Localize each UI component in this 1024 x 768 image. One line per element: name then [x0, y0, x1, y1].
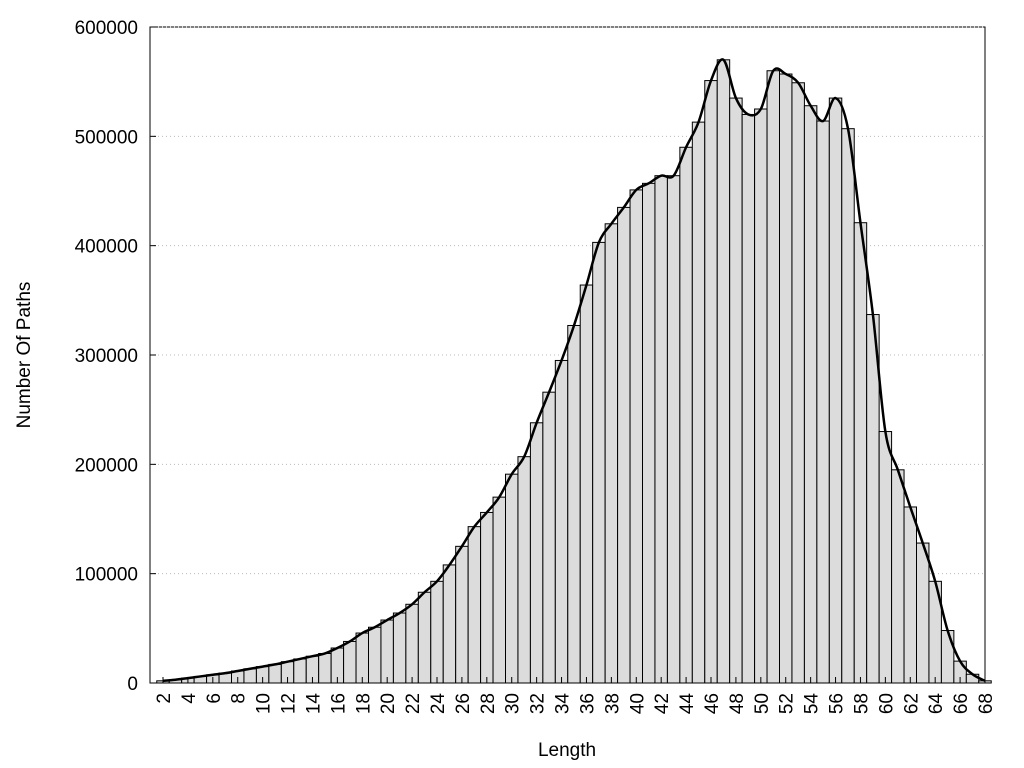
x-tick-label: 66: [951, 693, 972, 714]
x-tick-label: 60: [876, 693, 897, 714]
bar: [243, 668, 257, 684]
x-tick-label: 18: [353, 693, 374, 714]
x-tick-label: 50: [752, 693, 773, 714]
x-tick-label: 28: [478, 693, 499, 714]
bar: [903, 506, 918, 684]
x-tick-label: 2: [154, 693, 175, 704]
x-tick-label: 4: [179, 693, 200, 704]
bar: [716, 59, 731, 684]
y-tick-label: 400000: [75, 237, 138, 258]
bar: [779, 73, 793, 684]
bar: [704, 80, 718, 684]
bar: [828, 97, 843, 684]
bar: [629, 189, 644, 684]
bar: [916, 542, 930, 684]
bar: [455, 545, 469, 684]
x-tick-label: 24: [428, 693, 449, 715]
bar: [617, 206, 631, 684]
bar: [505, 473, 519, 684]
bar: [604, 223, 619, 684]
x-tick-label: 68: [976, 693, 997, 714]
x-tick-label: 38: [602, 693, 623, 714]
x-tick-label: 12: [279, 693, 300, 714]
x-tick-label: 20: [378, 693, 399, 714]
x-tick-label: 52: [777, 693, 798, 714]
bar: [392, 612, 407, 684]
smooth-line: [162, 58, 986, 683]
x-tick-label: 8: [229, 693, 250, 704]
bar: [492, 496, 506, 684]
x-tick-label: 42: [652, 693, 673, 714]
bar: [318, 652, 332, 684]
x-tick-label: 14: [303, 693, 324, 715]
y-tick-label: 100000: [75, 565, 138, 586]
bar: [517, 456, 531, 684]
bar: [666, 175, 681, 684]
bar: [405, 603, 419, 684]
x-tick-label: 6: [204, 693, 225, 704]
bar: [878, 431, 893, 684]
bar: [766, 70, 781, 684]
x-tick-label: 48: [727, 693, 748, 714]
bar: [729, 97, 743, 684]
x-tick-label: 36: [577, 693, 598, 714]
x-tick-label: 16: [328, 693, 349, 714]
x-axis-label: Length: [538, 740, 596, 761]
bar: [567, 324, 581, 684]
bar: [343, 640, 357, 684]
x-tick-label: 10: [254, 693, 275, 714]
x-tick-label: 56: [827, 693, 848, 714]
bar: [380, 619, 394, 684]
bar: [803, 105, 818, 684]
bar: [442, 564, 457, 684]
bar: [654, 175, 668, 684]
bar: [642, 182, 656, 684]
y-tick-label: 600000: [75, 18, 138, 39]
bar: [368, 626, 382, 684]
bar: [293, 658, 307, 684]
bar: [529, 422, 544, 684]
bar: [891, 469, 905, 684]
x-tick-label: 54: [802, 693, 823, 715]
x-tick-label: 22: [403, 693, 424, 714]
y-tick-label: 300000: [75, 346, 138, 367]
x-tick-label: 40: [627, 693, 648, 714]
bar: [554, 359, 569, 684]
y-tick-label: 500000: [75, 127, 138, 148]
bar: [579, 284, 594, 684]
bar: [679, 146, 693, 684]
bar: [791, 82, 805, 684]
bar: [741, 113, 756, 684]
x-tick-label: 32: [528, 693, 549, 714]
bar: [691, 121, 706, 684]
bar: [480, 511, 494, 684]
x-tick-label: 34: [553, 693, 574, 715]
x-tick-label: 30: [503, 693, 524, 714]
x-tick-label: 46: [702, 693, 723, 714]
y-axis-label: Number Of Paths: [14, 282, 35, 429]
x-tick-label: 62: [901, 693, 922, 714]
bar: [816, 120, 830, 684]
x-tick-label: 64: [926, 693, 947, 715]
x-tick-label: 26: [453, 693, 474, 714]
y-tick-label: 200000: [75, 455, 138, 476]
bar: [268, 663, 282, 684]
bar: [542, 391, 556, 684]
bar: [940, 630, 955, 684]
bar: [592, 241, 606, 684]
bar: [467, 526, 482, 684]
bar: [754, 108, 768, 684]
bar: [841, 128, 855, 684]
bar: [430, 580, 444, 684]
x-tick-label: 58: [851, 693, 872, 714]
x-tick-label: 44: [677, 693, 698, 715]
bar: [355, 632, 369, 684]
bar: [853, 222, 868, 684]
y-tick-label: 0: [127, 674, 138, 695]
bar: [417, 591, 432, 684]
